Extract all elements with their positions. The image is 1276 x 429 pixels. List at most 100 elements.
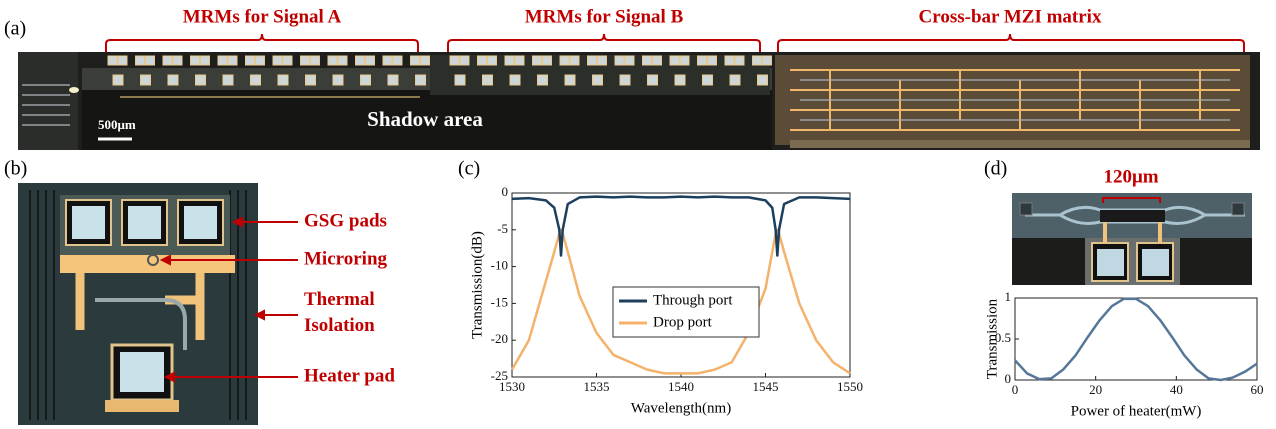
brackets (105, 33, 1245, 52)
pad (272, 55, 283, 66)
pad (360, 74, 371, 86)
pad (592, 74, 603, 86)
y-tick-label: -10 (491, 258, 508, 273)
plot-frame (511, 192, 851, 378)
pad (227, 55, 238, 66)
legend-label: Drop port (653, 314, 713, 330)
pad (140, 74, 151, 86)
pad (652, 55, 662, 66)
pad (200, 55, 210, 66)
pad (167, 74, 179, 86)
callout: Heater pad (304, 365, 395, 386)
pad (697, 55, 707, 66)
y-tick-label: -20 (491, 331, 508, 346)
pad (250, 74, 261, 86)
pad (757, 74, 768, 86)
panel-label: (a) (4, 18, 26, 40)
panel-label: (d) (984, 158, 1007, 180)
callout: Thermal Isolation (304, 289, 375, 336)
x-tick-label: 0 (1012, 382, 1019, 397)
pad (415, 74, 426, 86)
pad (597, 55, 607, 66)
pad (504, 55, 515, 66)
pad (382, 55, 393, 66)
pad (327, 55, 338, 66)
callout: GSG pads (304, 210, 387, 231)
chip-photo (18, 52, 1260, 150)
pad (702, 74, 713, 86)
pad (305, 74, 316, 86)
x-tick-label: 1545 (753, 379, 779, 394)
scale-bar-label: 500μm (98, 117, 136, 132)
pad (222, 74, 234, 86)
pad (282, 55, 293, 66)
pad (679, 55, 690, 66)
pad (537, 74, 548, 86)
pad (514, 55, 525, 66)
shadow-label: Shadow area (367, 107, 483, 131)
pad (117, 55, 128, 66)
pad (724, 55, 735, 66)
y-tick-label: 0 (502, 184, 509, 199)
y-tick-label: 0.5 (995, 330, 1011, 345)
pad (107, 55, 118, 66)
y-axis-label: Transmission(dB) (469, 231, 485, 339)
microring-photo (18, 183, 258, 425)
series-line (511, 195, 851, 257)
plot-frame (1014, 297, 1258, 381)
pad (454, 74, 466, 86)
pad (245, 55, 255, 66)
x-axis-label: Power of heater(mW) (1071, 403, 1202, 419)
bracket-label: MRMs for Signal A (183, 6, 342, 27)
pad (619, 74, 631, 86)
x-tick-label: 1550 (837, 379, 863, 394)
y-tick-label: 1 (1005, 289, 1012, 304)
x-tick-label: 1530 (499, 379, 525, 394)
dimension-bracket (1102, 197, 1161, 203)
pad (752, 55, 762, 66)
pad (669, 55, 680, 66)
pad (459, 55, 470, 66)
pad (195, 74, 206, 86)
x-tick-label: 1535 (584, 379, 610, 394)
pad (762, 55, 772, 66)
pad (449, 55, 460, 66)
pad (387, 74, 399, 86)
x-tick-label: 60 (1251, 382, 1264, 397)
x-axis-label: Wavelength(nm) (631, 400, 731, 416)
pad (729, 74, 741, 86)
pad (642, 55, 652, 66)
panel-label: (c) (458, 158, 480, 180)
pad (112, 74, 124, 86)
pad (337, 55, 348, 66)
pad (217, 55, 228, 66)
pad (162, 55, 173, 66)
pad (542, 55, 552, 66)
pad (624, 55, 635, 66)
pad (420, 55, 430, 66)
pad (734, 55, 745, 66)
pad (674, 74, 686, 86)
pad (190, 55, 200, 66)
mzi-photo (1012, 193, 1252, 285)
pad (482, 74, 493, 86)
y-tick-label: 0 (1005, 371, 1012, 386)
pad (707, 55, 717, 66)
pad (365, 55, 375, 66)
pad (564, 74, 576, 86)
pad (145, 55, 155, 66)
bracket-label: MRMs for Signal B (525, 6, 684, 27)
pad (532, 55, 542, 66)
dimension-label: 120μm (1103, 166, 1158, 187)
pad (647, 74, 658, 86)
x-tick-label: 40 (1170, 382, 1183, 397)
y-axis-label: Transmission (984, 298, 1000, 379)
pad (355, 55, 365, 66)
pad (477, 55, 487, 66)
pad (392, 55, 403, 66)
bracket-label: Cross-bar MZI matrix (919, 6, 1102, 27)
pad (614, 55, 625, 66)
y-tick-label: -5 (497, 221, 508, 236)
arrows (159, 216, 298, 383)
